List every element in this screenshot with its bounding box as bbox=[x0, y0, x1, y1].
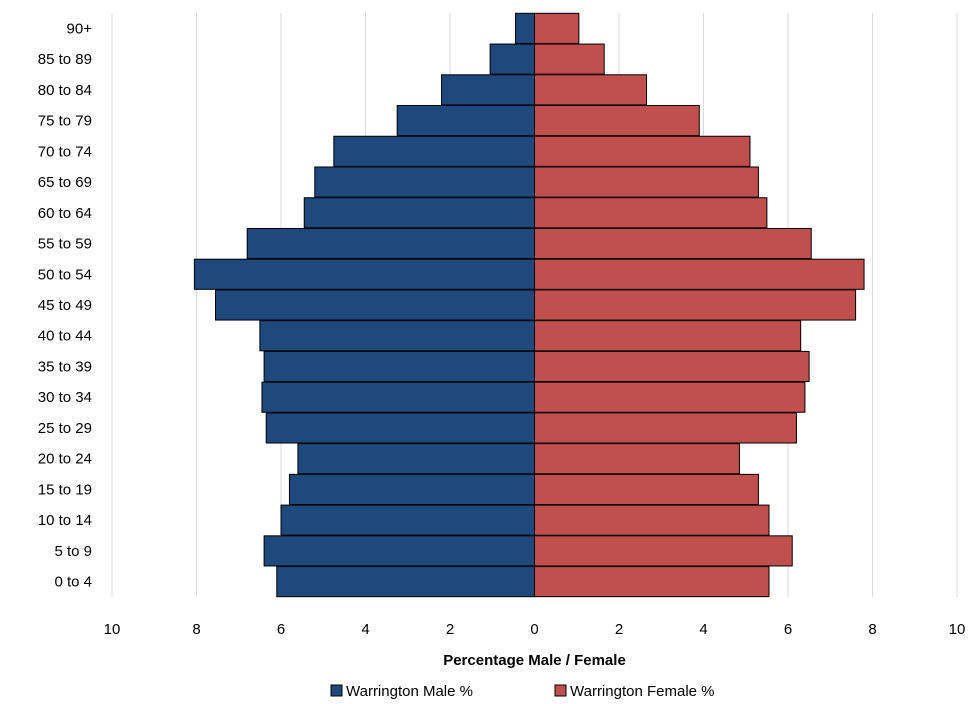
x-tick-label: 10 bbox=[104, 621, 121, 638]
y-tick-label: 55 to 59 bbox=[38, 236, 92, 253]
female-bar bbox=[534, 535, 793, 567]
female-bar bbox=[534, 320, 802, 352]
female-bar bbox=[534, 504, 770, 536]
female-bar bbox=[534, 166, 759, 198]
y-tick-label: 30 to 34 bbox=[38, 389, 92, 406]
legend-label: Warrington Female % bbox=[570, 683, 715, 700]
male-bar bbox=[276, 566, 535, 598]
male-bar bbox=[280, 504, 535, 536]
male-bar bbox=[261, 381, 535, 413]
male-bar bbox=[263, 535, 535, 567]
female-bar bbox=[534, 74, 647, 106]
y-tick-label: 5 to 9 bbox=[54, 543, 92, 560]
bars bbox=[193, 12, 865, 598]
y-tick-label: 70 to 74 bbox=[38, 143, 92, 160]
y-tick-label: 60 to 64 bbox=[38, 205, 92, 222]
male-bar bbox=[288, 473, 536, 505]
female-bar bbox=[534, 350, 810, 383]
male-bar bbox=[297, 443, 535, 475]
female-bar bbox=[534, 105, 700, 137]
legend-swatch bbox=[554, 684, 567, 697]
x-tick-label: 0 bbox=[530, 621, 538, 638]
female-bar bbox=[534, 412, 797, 444]
male-bar bbox=[303, 197, 535, 229]
x-tick-label: 10 bbox=[949, 621, 966, 638]
x-tick-label: 6 bbox=[784, 621, 792, 638]
x-axis-title: Percentage Male / Female bbox=[443, 652, 626, 669]
male-bar bbox=[441, 74, 535, 106]
male-bar bbox=[333, 135, 535, 167]
male-bar bbox=[314, 166, 535, 198]
female-bar bbox=[534, 566, 770, 598]
y-tick-label: 0 to 4 bbox=[54, 574, 92, 591]
male-bar bbox=[215, 289, 535, 321]
female-bar bbox=[534, 289, 857, 321]
x-tick-label: 4 bbox=[699, 621, 707, 638]
y-tick-label: 45 to 49 bbox=[38, 297, 92, 314]
female-bar bbox=[534, 12, 580, 44]
x-tick-label: 6 bbox=[277, 621, 285, 638]
male-bar bbox=[259, 320, 535, 352]
legend-label: Warrington Male % bbox=[346, 683, 473, 700]
y-tick-label: 50 to 54 bbox=[38, 266, 92, 283]
male-bar bbox=[514, 12, 535, 44]
female-bar bbox=[534, 443, 740, 475]
male-bar bbox=[263, 350, 535, 383]
male-bar bbox=[396, 105, 535, 137]
y-tick-label: 40 to 44 bbox=[38, 328, 92, 345]
legend: Warrington Male % Warrington Female % bbox=[330, 683, 715, 700]
y-tick-label: 15 to 19 bbox=[38, 481, 92, 498]
y-tick-label: 75 to 79 bbox=[38, 113, 92, 130]
male-bar bbox=[265, 412, 535, 444]
male-bar bbox=[489, 43, 536, 75]
y-tick-label: 10 to 14 bbox=[38, 512, 92, 529]
female-bar bbox=[534, 197, 768, 229]
y-tick-label: 25 to 29 bbox=[38, 420, 92, 437]
female-bar bbox=[534, 258, 865, 290]
legend-swatch bbox=[330, 684, 343, 697]
x-tick-label: 4 bbox=[361, 621, 369, 638]
x-tick-label: 8 bbox=[868, 621, 876, 638]
female-bar bbox=[534, 135, 751, 167]
y-axis-labels: 0 to 4 5 to 9 10 to 14 15 to 19 20 to 24 25 t… bbox=[38, 20, 92, 590]
x-tick-label: 8 bbox=[192, 621, 200, 638]
female-bar bbox=[534, 227, 812, 260]
x-tick-label: 2 bbox=[615, 621, 623, 638]
female-bar bbox=[534, 381, 806, 413]
y-tick-label: 20 to 24 bbox=[38, 451, 92, 468]
y-tick-label: 65 to 69 bbox=[38, 174, 92, 191]
female-bar bbox=[534, 473, 759, 505]
x-tick-label: 2 bbox=[446, 621, 454, 638]
y-tick-label: 35 to 39 bbox=[38, 358, 92, 375]
y-tick-label: 80 to 84 bbox=[38, 82, 92, 99]
y-tick-label: 85 to 89 bbox=[38, 51, 92, 68]
y-tick-label: 90+ bbox=[67, 20, 93, 37]
male-bar bbox=[193, 258, 535, 290]
male-bar bbox=[246, 227, 535, 260]
female-bar bbox=[534, 43, 605, 75]
x-axis-labels: 10 8 6 4 2 0 2 4 6 8 10 bbox=[104, 621, 966, 638]
